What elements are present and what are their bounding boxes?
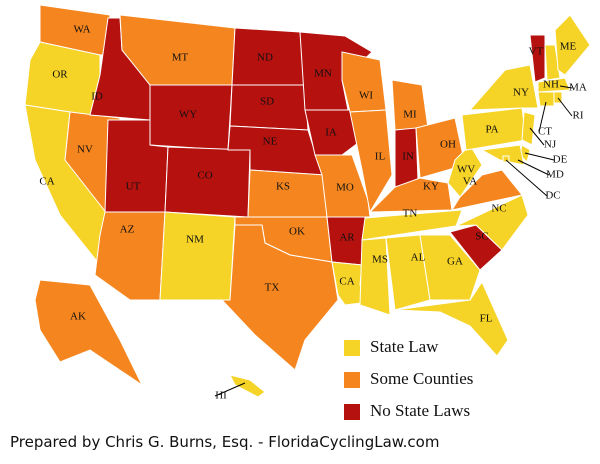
leader-line [557,97,573,117]
state-label: PA [485,124,498,136]
state-label: IA [325,127,337,139]
state [544,44,561,81]
state-label: DE [553,154,568,166]
state [455,194,529,251]
state-label: NC [491,203,506,215]
state-label: SC [475,231,488,243]
state-label: AK [70,311,86,323]
legend-label: No State Laws [370,401,470,420]
state-label: NM [186,234,204,246]
state [537,91,555,107]
state-label: TX [265,282,280,294]
leader-line [214,382,246,397]
state [164,146,251,218]
state [341,51,387,113]
state-label: WV [457,164,475,176]
state [349,109,393,214]
state-label: MN [314,68,332,80]
state [537,77,571,93]
state [34,279,144,387]
state-label: OK [289,226,305,238]
state-label: KY [423,181,439,193]
state [304,109,363,156]
state [359,237,391,316]
state-label: KS [276,181,290,193]
state-label: TN [403,208,418,220]
state-label: CA [39,176,54,188]
state-label: VA [463,176,478,188]
state-label: AZ [120,224,135,236]
state-label: MA [569,82,587,94]
state-label: UT [126,181,141,193]
leader-line [517,159,550,176]
state-label: NE [263,136,278,148]
state-label: CT [538,126,552,138]
state [419,234,481,301]
state [447,144,483,198]
state-label: IN [402,151,414,163]
state-label: ND [257,52,273,64]
leader-line [538,101,547,133]
state-label: MS [372,254,388,266]
state-label: AR [339,232,355,244]
leader-line [559,85,573,89]
legend-label: Some Counties [370,369,473,388]
leader-line [529,127,545,146]
legend-label: State Law [370,337,439,356]
footer: Prepared by Chris G. Burns, Esq. - Flori… [10,433,439,451]
state-label: WA [73,24,90,36]
state-label: IL [375,151,386,163]
state [529,34,546,83]
state [521,111,536,146]
state-label: WI [359,90,373,102]
state [480,144,525,166]
leader-line [524,152,555,161]
state [554,14,591,76]
leader-line [505,159,548,197]
state-label: ME [560,41,577,53]
state [468,64,539,111]
state-label: FL [480,313,493,325]
legend-swatch [344,372,360,388]
state-label: NH [543,79,559,91]
state-label: DC [545,190,560,202]
legend-swatch [344,340,360,356]
state-label: OR [52,69,68,81]
state [247,169,328,218]
state [368,177,453,213]
state [200,224,339,371]
state-label: VT [529,46,544,58]
state-label: MT [172,52,189,64]
state-label: CO [197,170,212,182]
state-label: MO [336,182,354,194]
state [394,280,509,357]
state-label: SD [260,96,274,108]
state-label: NJ [544,139,557,151]
legend-swatch [344,404,360,420]
state-label: NY [513,87,529,99]
state [450,169,523,211]
state-label: OH [440,139,456,151]
state-label: NV [77,144,93,156]
state [391,79,429,131]
state-label: WY [179,109,197,121]
state-label: ID [91,91,103,103]
state [229,374,266,398]
state-label: RI [573,110,584,122]
state-label: CA [339,276,354,288]
state-label: MI [403,109,417,121]
state-label: GA [447,256,463,268]
state-label: MD [546,169,564,181]
state [502,155,510,163]
state-label: AL [411,252,426,264]
state-label: HI [215,390,227,402]
state [159,211,236,301]
